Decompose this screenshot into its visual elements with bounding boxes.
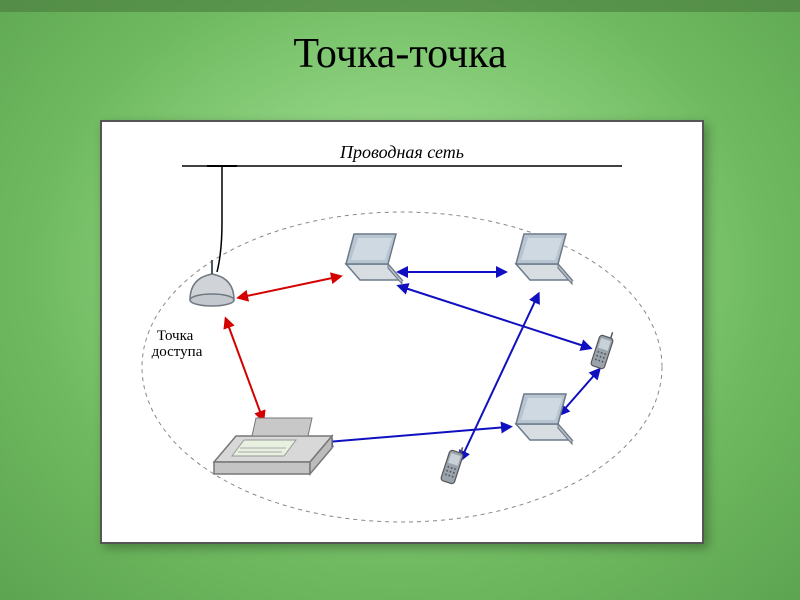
printer-icon	[214, 418, 332, 474]
network-diagram: Проводная сеть Точка доступа	[100, 120, 704, 544]
edge-laptop1-phone1	[402, 287, 587, 347]
wired-network-label: Проводная сеть	[339, 142, 464, 162]
laptop1-icon	[346, 234, 402, 284]
wired-network-line	[182, 166, 622, 222]
edge-phone1-laptop3	[562, 372, 597, 412]
slide: Точка-точка Проводная сеть	[0, 0, 800, 600]
edge-ap-printer	[227, 322, 262, 417]
slide-title: Точка-точка	[0, 30, 800, 78]
access-point-icon	[190, 260, 234, 306]
edge-ap-laptop1	[242, 277, 337, 297]
laptop2-icon	[516, 234, 572, 284]
diagram-svg: Проводная сеть Точка доступа	[102, 122, 702, 542]
laptop3-icon	[516, 394, 572, 444]
phone1-icon	[590, 329, 615, 369]
edge-printer-laptop3	[327, 427, 507, 442]
access-point-label: Точка доступа	[152, 328, 203, 360]
ap-wire	[217, 222, 222, 272]
phone2-icon	[440, 444, 465, 484]
laptops	[346, 234, 572, 444]
